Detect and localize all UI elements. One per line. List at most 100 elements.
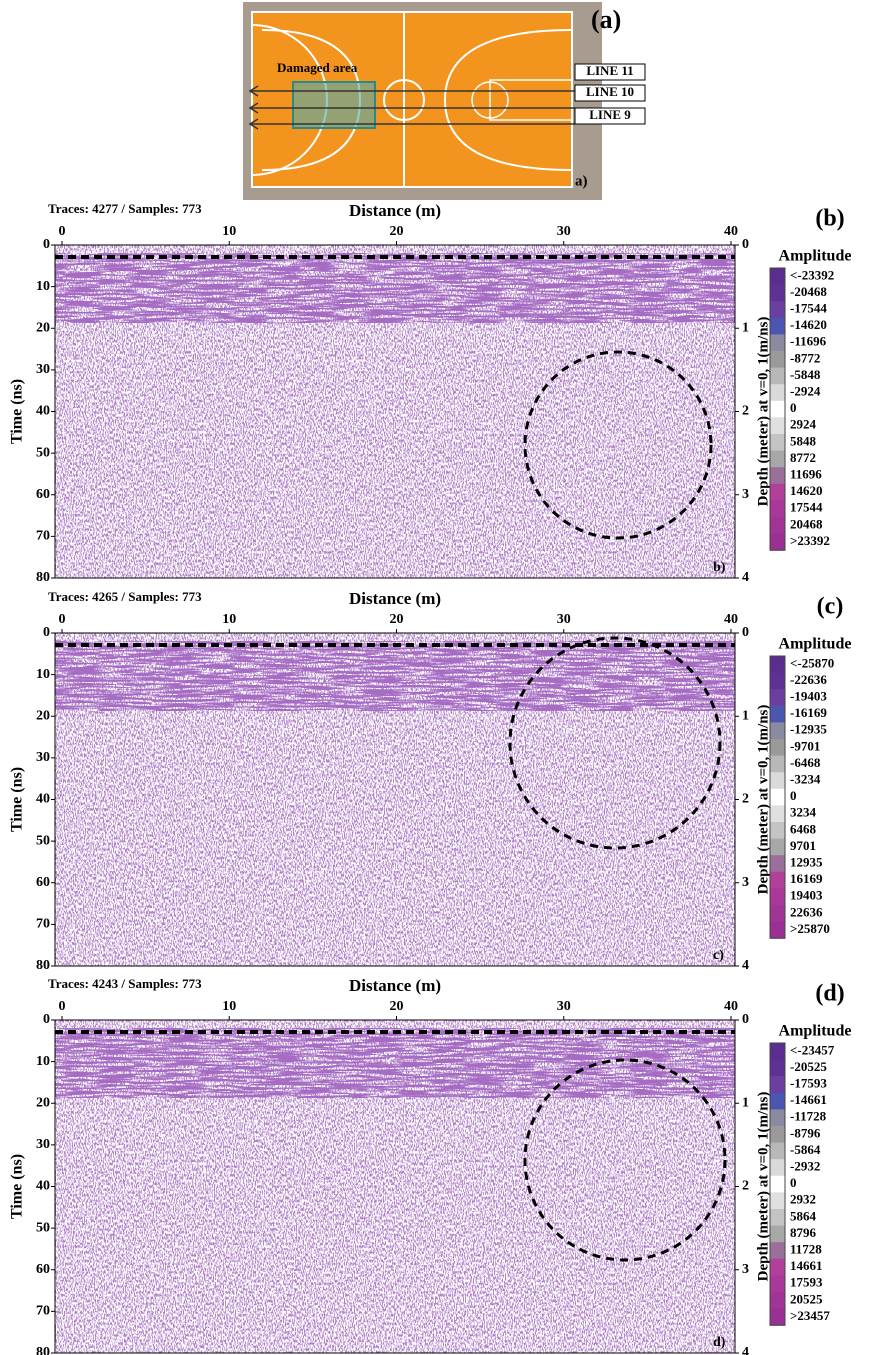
line-box: [574, 63, 646, 81]
y-tick-label: 70: [36, 917, 50, 932]
colorbar-cell: [770, 1142, 785, 1160]
legend-label: -11728: [790, 1109, 827, 1124]
panel-label: (a): [591, 5, 621, 34]
legend-label: <-25870: [790, 655, 834, 670]
y-tick-label: 0: [43, 625, 50, 640]
legend-label: -5864: [790, 1142, 821, 1157]
colorbar-cell: [770, 1192, 785, 1210]
colorbar-cell: [770, 1175, 785, 1193]
colorbar-cell: [770, 1275, 785, 1293]
legend-label: -16169: [790, 705, 827, 720]
legend-label: -2932: [790, 1158, 820, 1173]
x-axis-title: Distance (m): [349, 976, 441, 995]
legend-label: 19403: [790, 888, 823, 903]
x-tick-label: 0: [59, 999, 66, 1014]
colorbar-cell: [770, 334, 785, 352]
y2-tick-label: 0: [742, 625, 749, 640]
damaged-area: [292, 81, 376, 129]
colorbar-cell: [770, 400, 785, 418]
x-axis-title: Distance (m): [349, 589, 441, 608]
colorbar-cell: [770, 656, 785, 674]
legend-label: -3234: [790, 771, 821, 786]
y-tick-label: 60: [36, 1262, 50, 1277]
legend-label: -9701: [790, 738, 820, 753]
legend-label: 6468: [790, 821, 817, 836]
corner-label: a): [575, 173, 588, 189]
colorbar-cell: [770, 467, 785, 485]
y2-tick-label: 0: [742, 1012, 749, 1027]
colorbar-cell: [770, 1292, 785, 1310]
x-tick-label: 30: [557, 612, 571, 627]
x-tick-label: 20: [390, 224, 404, 239]
y-tick-label: 50: [36, 1220, 50, 1235]
colorbar-cell: [770, 384, 785, 402]
colorbar-frame: [769, 1042, 786, 1326]
legend-label: 17544: [790, 500, 823, 515]
y2-tick-label: 4: [742, 1345, 749, 1355]
colorbar-cell: [770, 1109, 785, 1127]
radargram-layers: [55, 253, 735, 323]
y-tick-label: 70: [36, 529, 50, 544]
y2-axis-title: Depth (meter) at v=0, 1(m/ns): [755, 705, 771, 895]
legend-label: 17593: [790, 1275, 823, 1290]
colorbar-cell: [770, 822, 785, 840]
y-tick-label: 40: [36, 404, 50, 419]
anomaly-circle: [523, 1058, 727, 1262]
colorbar-cell: [770, 450, 785, 468]
legend-label: -20525: [790, 1059, 827, 1074]
colorbar-cell: [770, 705, 785, 723]
trace-info: Traces: 4277 / Samples: 773: [48, 201, 202, 216]
radargram-panel: Traces: 4277 / Samples: 773 Distance (m) (…: [9, 201, 852, 585]
legend-label: -8772: [790, 350, 820, 365]
legend-label: <-23392: [790, 267, 834, 282]
legend-label: <-23457: [790, 1042, 835, 1057]
y-tick-label: 30: [36, 362, 50, 377]
line-box: [574, 107, 646, 125]
legend-label: 20468: [790, 516, 823, 531]
legend-label: 5864: [790, 1208, 817, 1223]
colorbar-cell: [770, 888, 785, 906]
colorbar-cell: [770, 1092, 785, 1110]
colorbar-cell: [770, 689, 785, 707]
court-line: [489, 79, 573, 121]
legend-label: -5848: [790, 367, 821, 382]
colorbar-cell: [770, 483, 785, 501]
trace-info: Traces: 4243 / Samples: 773: [48, 976, 202, 991]
y2-tick-label: 2: [742, 404, 749, 419]
y-tick-label: 0: [43, 237, 50, 252]
colorbar-cell: [770, 351, 785, 369]
radargram-layers: [55, 641, 735, 711]
radargram-panel: Traces: 4265 / Samples: 773 Distance (m) (…: [9, 589, 852, 973]
x-tick-label: 10: [222, 612, 236, 627]
legend-label: >23392: [790, 533, 830, 548]
legend-label: -8796: [790, 1125, 821, 1140]
legend-title: Amplitude: [779, 1023, 852, 1040]
legend-title: Amplitude: [779, 636, 852, 653]
x-tick-label: 0: [59, 612, 66, 627]
colorbar-cell: [770, 533, 785, 551]
y-tick-label: 20: [36, 1095, 50, 1110]
court-line: [471, 81, 509, 119]
court-diagram: LINE 11 LINE 10 LINE 9 Damaged area (a) …: [243, 2, 646, 200]
y2-tick-label: 3: [742, 487, 749, 502]
colorbar-cell: [770, 367, 785, 385]
colorbar-cell: [770, 739, 785, 757]
panel-label: (d): [815, 981, 844, 1007]
colorbar-cell: [770, 284, 785, 302]
y2-tick-label: 3: [742, 875, 749, 890]
line-label: LINE 9: [589, 107, 631, 122]
corner-label: b): [713, 560, 726, 575]
colorbar-cell: [770, 722, 785, 740]
x-tick-label: 10: [222, 999, 236, 1014]
legend-label: 14661: [790, 1258, 823, 1273]
arrow: [248, 102, 575, 114]
radargram-panel: Traces: 4243 / Samples: 773 Distance (m) (…: [9, 976, 852, 1355]
colorbar-cell: [770, 921, 785, 939]
legend-label: -11696: [790, 334, 827, 349]
legend-label: 3234: [790, 805, 817, 820]
colorbar-cell: [770, 1209, 785, 1227]
y-tick-label: 10: [36, 279, 50, 294]
y-axis-title: Time (ns): [9, 379, 26, 444]
colorbar-cell: [770, 517, 785, 535]
y2-axis-title: Depth (meter) at v=0, 1(m/ns): [755, 1092, 771, 1282]
